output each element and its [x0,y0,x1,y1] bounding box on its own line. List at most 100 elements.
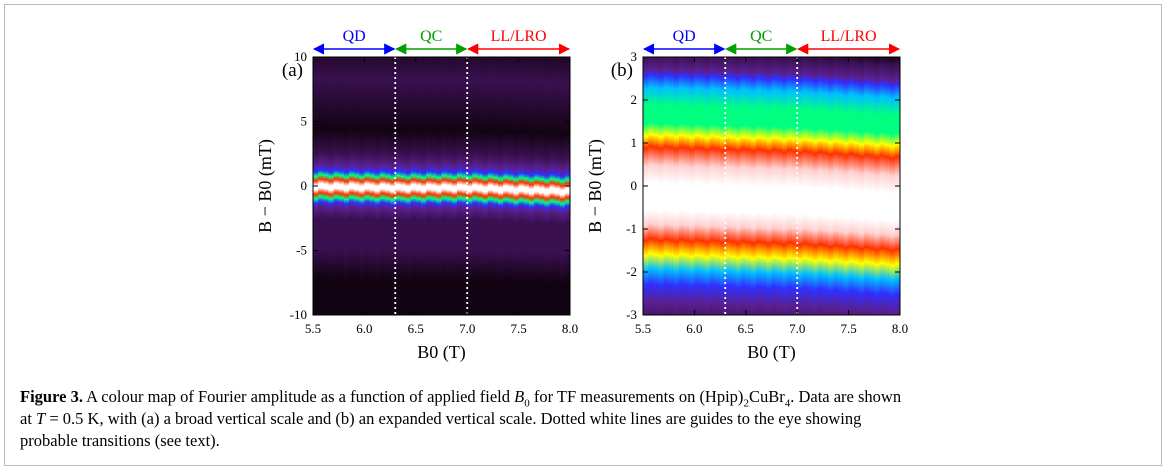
heatmap-strip [405,57,412,315]
panel-label: (a) [282,60,303,81]
y-tick-label: 5 [301,114,308,129]
heatmap-strip [431,57,437,315]
heatmap-strip [678,57,685,315]
heatmap-strip [714,57,721,315]
y-tick-label: 0 [301,178,308,193]
heatmap-strip [668,57,675,315]
heatmap-strip [333,57,340,315]
heatmap-strip [441,57,448,315]
heatmap-strip [513,57,520,315]
heatmap-strip [539,57,545,315]
x-tick-label: 7.5 [840,321,856,336]
heatmap-strip [648,57,654,315]
heatmap-strip [771,57,778,315]
heatmap-strip [720,57,726,315]
heatmap-strip [313,57,319,315]
heatmap-strip [338,57,345,315]
heatmap-strip [853,57,860,315]
panel-a: 5.5 6.0 6.5 7.0 7.5 8.0 -10 -5 0 5 10 B0 (T) B − B0 … [255,28,578,363]
heatmap-strip [544,57,551,315]
panel-b: 5.5 6.0 6.5 7.0 7.5 8.0 -3 -2 -1 0 1 2 3 B0 (T) B − B0… [585,28,908,363]
region-label: QC [420,28,442,45]
y-tick-label: 2 [631,92,638,107]
caption-line-3: probable transitions (see text). [20,431,220,450]
heatmap-strip [817,57,824,315]
heatmap-strip [354,57,360,315]
heatmap-strip [766,57,773,315]
heatmap-strip [735,57,742,315]
heatmap-strip [653,57,660,315]
panel-label: (b) [611,60,633,81]
heatmap-strip [797,57,803,315]
caption-line-2: at T = 0.5 K, with (a) a broad vertical … [20,409,862,428]
heatmap-strip [328,57,335,315]
region-label: LL/LRO [821,28,877,45]
heatmap-strip [730,57,737,315]
heatmap-strip [745,57,752,315]
heatmap-strip [843,57,850,315]
heatmap-strip [889,57,896,315]
heatmap-strip [699,57,706,315]
heatmap-strip [487,57,494,315]
heatmap-strip [318,57,324,315]
heatmap-strip [786,57,793,315]
heatmap-strip [704,57,711,315]
heatmap-strip [359,57,365,315]
heatmap-strip [462,57,468,315]
caption-line-1: Figure 3. A colour map of Fourier amplit… [20,387,902,410]
y-tick-label: -3 [626,307,637,322]
heatmap-strip [864,57,870,315]
caption-label: Figure 3. [20,387,83,406]
heatmap-strip [833,57,839,315]
x-tick-label: 7.5 [510,321,526,336]
heatmap-strip [518,57,525,315]
heatmap-strip [663,57,670,315]
heatmap-strip [343,57,350,315]
x-tick-label: 8.0 [562,321,578,336]
heatmap-strip [528,57,535,315]
heatmap-strip [756,57,762,315]
x-tick-label: 6.0 [356,321,372,336]
y-tick-label: 3 [631,49,638,64]
heatmap-strip [492,57,499,315]
heatmap-strip [684,57,690,315]
heatmap-strip [477,57,484,315]
heatmap-strip [415,57,422,315]
region-label: QD [343,28,366,45]
heatmap-strip [792,57,798,315]
heatmap-strip [802,57,809,315]
heatmap-strip [750,57,757,315]
heatmap-strip [379,57,386,315]
heatmap-strip [874,57,881,315]
heatmap-strip [400,57,407,315]
x-tick-label: 6.5 [738,321,754,336]
heatmap-strip [482,57,489,315]
heatmap-strip [709,57,716,315]
heatmap-strip [689,57,695,315]
heatmap-strip [364,57,371,315]
heatmap-strip [436,57,443,315]
x-tick-label: 6.0 [686,321,702,336]
y-axis-label: B − B0 (mT) [585,139,606,233]
heatmap-strip [534,57,540,315]
y-tick-label: 1 [631,135,638,150]
x-axis-label: B0 (T) [417,342,466,363]
heatmap-strip [426,57,432,315]
y-tick-label: -2 [626,264,637,279]
heatmap-strip [776,57,783,315]
heatmap-strip [384,57,391,315]
heatmap-strip [508,57,515,315]
heatmap-strip [467,57,473,315]
y-tick-label: -5 [296,243,307,258]
heatmap-strip [658,57,665,315]
heatmap-strip [828,57,834,315]
heatmap-strip [838,57,845,315]
heatmap-strip [348,57,355,315]
heatmap-strip [410,57,417,315]
heatmap-strip [374,57,381,315]
heatmap-strip [549,57,556,315]
heatmap-strip [323,57,330,315]
heatmap [313,57,570,315]
heatmap-strip [420,57,427,315]
